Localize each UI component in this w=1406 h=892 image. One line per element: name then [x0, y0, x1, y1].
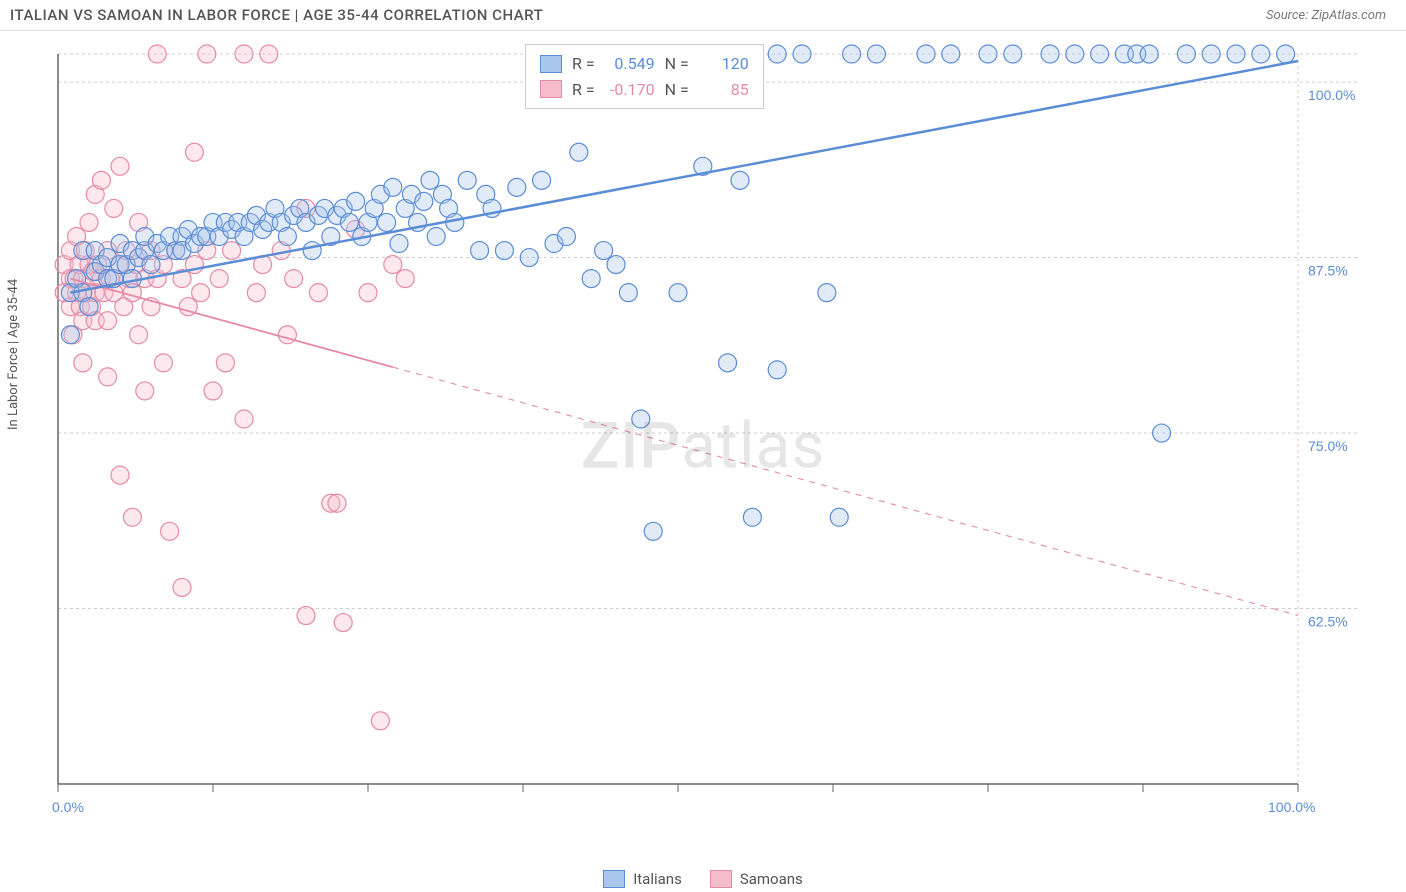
chart-title: ITALIAN VS SAMOAN IN LABOR FORCE | AGE 3… — [10, 6, 543, 24]
r-value-italians: 0.549 — [605, 51, 655, 77]
svg-text:100.0%: 100.0% — [1308, 87, 1355, 103]
legend-item-italians: Italians — [603, 870, 682, 888]
legend-label-samoans: Samoans — [740, 870, 803, 888]
svg-text:100.0%: 100.0% — [1268, 799, 1315, 815]
legend: Italians Samoans — [0, 870, 1406, 888]
n-value-italians: 120 — [699, 51, 749, 77]
legend-swatch-italians — [603, 870, 625, 888]
legend-label-italians: Italians — [633, 870, 682, 888]
stats-row-samoans: R = -0.170 N = 85 — [540, 77, 749, 103]
n-value-samoans: 85 — [699, 77, 749, 103]
stats-row-italians: R = 0.549 N = 120 — [540, 51, 749, 77]
legend-swatch-samoans — [710, 870, 732, 888]
svg-text:75.0%: 75.0% — [1308, 438, 1348, 454]
y-axis-label: In Labor Force | Age 35-44 — [6, 279, 21, 430]
swatch-italians — [540, 55, 562, 73]
svg-text:0.0%: 0.0% — [52, 799, 84, 815]
correlation-stats-box: R = 0.549 N = 120 R = -0.170 N = 85 — [525, 44, 764, 109]
svg-text:62.5%: 62.5% — [1308, 614, 1348, 630]
svg-text:87.5%: 87.5% — [1308, 263, 1348, 279]
source-attribution: Source: ZipAtlas.com — [1266, 8, 1386, 23]
swatch-samoans — [540, 80, 562, 98]
legend-item-samoans: Samoans — [710, 870, 803, 888]
chart-header: ITALIAN VS SAMOAN IN LABOR FORCE | AGE 3… — [0, 0, 1406, 31]
chart-svg: 62.5% 75.0% 87.5% 100.0% 0.0% 100.0% — [48, 44, 1368, 824]
r-value-samoans: -0.170 — [605, 77, 655, 103]
scatter-chart: 62.5% 75.0% 87.5% 100.0% 0.0% 100.0% — [48, 44, 1368, 824]
